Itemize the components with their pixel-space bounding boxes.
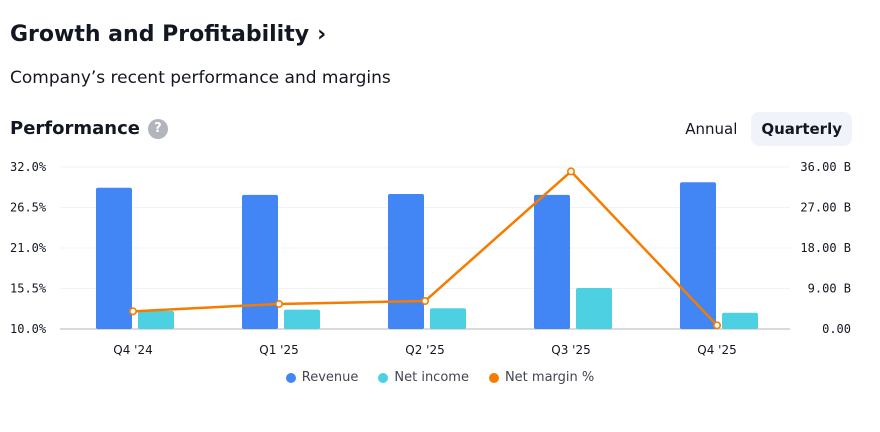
category-tick-label: Q4 '24	[113, 343, 152, 357]
quarterly-toggle-button[interactable]: Quarterly	[751, 112, 852, 146]
performance-chart: 32.0% 36.00 B 26.5% 27.00 B 21.0% 18.00 B 15.5…	[10, 160, 851, 357]
right-axis-tick-label: 36.00 B	[800, 160, 851, 174]
left-axis-tick-label: 32.0%	[10, 160, 47, 174]
revenue-legend-dot	[285, 372, 296, 383]
category-tick-label: Q1 '25	[259, 343, 298, 357]
annual-toggle-button[interactable]: Annual	[685, 120, 738, 138]
help-icon[interactable]: ?	[147, 118, 168, 139]
right-axis-tick-label: 9.00 B	[808, 282, 851, 296]
category-tick-label: Q2 '25	[405, 343, 444, 357]
left-axis-tick-label: 10.0%	[10, 322, 47, 336]
section-title: Growth and Profitability	[10, 22, 310, 47]
legend-label-net-margin: Net margin %	[504, 370, 595, 385]
period-toggle: Annual Quarterly	[675, 112, 852, 146]
section-title-link[interactable]: Growth and Profitability ›	[10, 22, 326, 47]
net-income-bar	[138, 311, 174, 329]
net-margin-point	[420, 297, 429, 306]
revenue-bar	[534, 194, 570, 329]
legend-label-revenue: Revenue	[301, 370, 359, 385]
net-margin-point	[129, 307, 138, 316]
net-margin-point	[274, 299, 283, 308]
right-axis-tick-label: 27.00 B	[800, 201, 851, 215]
right-axis-tick-label: 18.00 B	[800, 241, 851, 255]
left-axis-tick-label: 15.5%	[10, 282, 47, 296]
legend-item-net-margin[interactable]: Net margin %	[488, 370, 595, 385]
revenue-bar	[96, 187, 132, 329]
left-axis-tick-label: 21.0%	[10, 241, 47, 255]
legend-item-revenue[interactable]: Revenue	[285, 370, 359, 385]
chart-legend: Revenue Net income Net margin %	[0, 370, 880, 385]
net-income-bar	[576, 288, 612, 329]
revenue-bar	[680, 182, 716, 329]
revenue-bar	[388, 194, 424, 329]
chevron-right-icon: ›	[317, 22, 327, 47]
net-income-bar	[430, 308, 466, 329]
revenue-bar	[242, 194, 278, 329]
section-subtitle: Company’s recent performance and margins	[10, 68, 391, 88]
performance-header: Performance ?	[10, 118, 168, 139]
net-margin-legend-dot	[488, 372, 499, 383]
performance-label: Performance	[10, 118, 140, 139]
category-tick-label: Q4 '25	[697, 343, 736, 357]
net-income-bar	[284, 309, 320, 329]
left-axis-tick-label: 26.5%	[10, 201, 47, 215]
net-income-bar	[722, 312, 758, 329]
category-tick-label: Q3 '25	[551, 343, 590, 357]
legend-item-net-income[interactable]: Net income	[378, 370, 469, 385]
net-margin-point	[712, 321, 721, 330]
right-axis-tick-label: 0.00	[822, 322, 851, 336]
legend-label-net-income: Net income	[394, 370, 469, 385]
net-margin-point	[566, 167, 575, 176]
net-income-legend-dot	[378, 372, 389, 383]
